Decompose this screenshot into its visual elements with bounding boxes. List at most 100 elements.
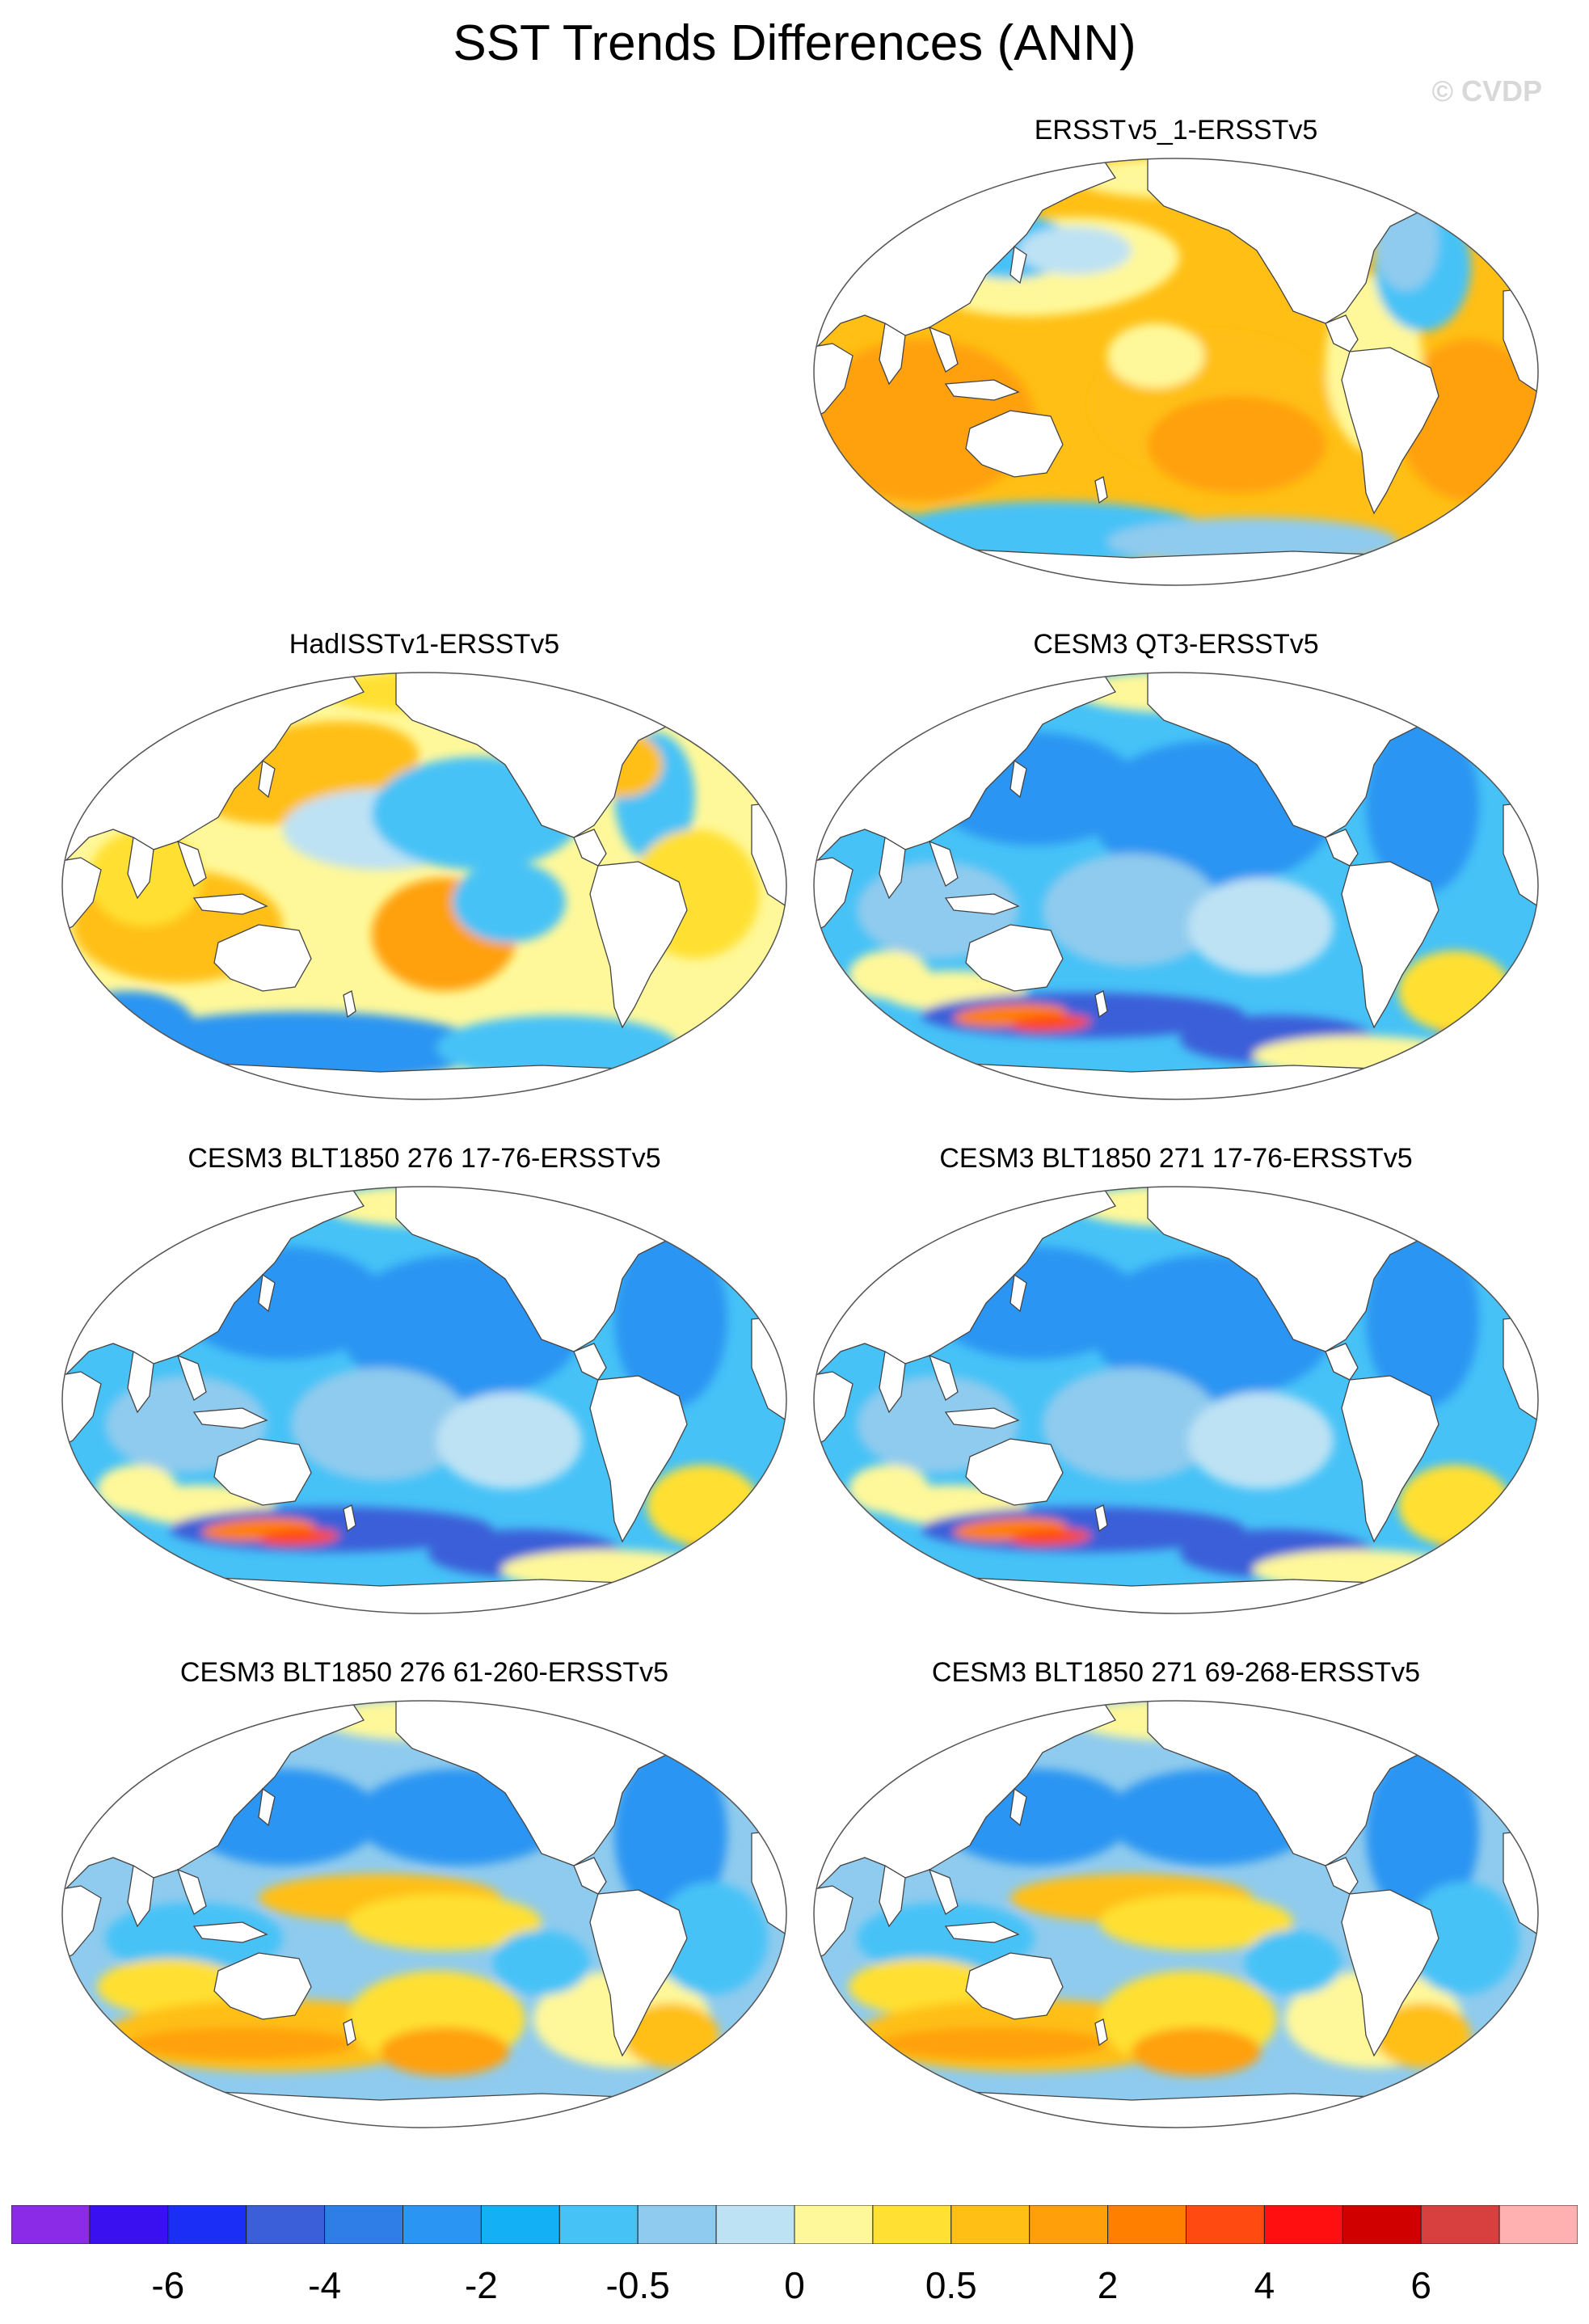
central-america-land	[1325, 1857, 1359, 1895]
cvdp-credit: © CVDP	[1431, 74, 1542, 108]
anomaly-region	[436, 1015, 679, 1080]
colorbar-swatch	[950, 2205, 1031, 2244]
anomaly-region	[291, 1368, 469, 1481]
australia-land	[965, 924, 1064, 992]
anomaly-region	[1043, 854, 1220, 967]
anomaly-region	[622, 2003, 719, 2068]
indochina-land	[928, 326, 959, 373]
colorbar	[11, 2205, 1578, 2244]
greenland-land	[1446, 158, 1512, 195]
panel-title: CESM3 QT3-ERSSTv5	[1033, 629, 1319, 660]
colorbar-tick-label: 2	[1097, 2264, 1119, 2306]
anomaly-region	[1188, 1392, 1334, 1489]
central-america-land	[1325, 829, 1359, 867]
new-zealand-land	[1094, 1504, 1108, 1533]
anomaly-region	[1148, 396, 1326, 493]
colorbar-tick-label: 0	[784, 2264, 805, 2306]
colorbar-swatch	[1498, 2205, 1578, 2244]
anomaly-region	[1132, 2027, 1261, 2076]
india-land	[879, 836, 906, 900]
india-land	[127, 1350, 154, 1414]
panel-title: CESM3 BLT1850 276 17-76-ERSSTv5	[188, 1143, 661, 1174]
africa-land	[814, 1885, 854, 1964]
map-boundary	[813, 1186, 1539, 1614]
indonesia-land	[944, 379, 1020, 401]
anomaly-region	[1366, 1744, 1479, 1922]
anomaly-region	[97, 1465, 178, 1513]
anomaly-region	[1107, 323, 1204, 388]
central-america-land	[573, 829, 607, 867]
colorbar-tick-label: 6	[1410, 2264, 1431, 2306]
india-land	[127, 1864, 154, 1928]
africa-land	[62, 1885, 102, 1964]
antarctica-land	[814, 2091, 1538, 2128]
indonesia-land	[192, 893, 268, 915]
australia-land	[213, 1438, 312, 1506]
anomaly-region	[436, 1392, 582, 1489]
indochina-land	[928, 1354, 959, 1401]
anomaly-region	[453, 862, 566, 943]
indonesia-land	[944, 1921, 1020, 1943]
anomaly-region	[348, 1894, 542, 1951]
colorbar-swatch	[480, 2205, 560, 2244]
new-zealand-land	[1094, 2018, 1108, 2047]
anomaly-region	[1010, 1529, 1091, 1546]
colorbar-swatch	[403, 2205, 482, 2244]
japan-land	[1009, 1787, 1027, 1827]
south-america-land	[589, 861, 688, 1029]
new-zealand-land	[343, 990, 356, 1019]
antarctica-land	[814, 1063, 1538, 1099]
anomaly-region	[849, 1465, 929, 1513]
colorbar-tick-label: 0.5	[925, 2264, 977, 2306]
new-zealand-land	[1094, 990, 1108, 1019]
new-zealand-land	[1094, 476, 1108, 504]
india-land	[127, 836, 154, 900]
indochina-land	[928, 840, 959, 887]
indochina-land	[176, 840, 207, 887]
anomaly-region	[1398, 951, 1511, 1031]
japan-land	[258, 1787, 276, 1827]
anomaly-region	[849, 1959, 994, 2015]
india-land	[879, 1864, 906, 1928]
colorbar-swatch	[1420, 2205, 1500, 2244]
south-america-land	[1341, 861, 1439, 1029]
new-zealand-land	[343, 1504, 356, 1533]
map-panel-cesm3-qt3: CESM3 QT3-ERSSTv5	[808, 629, 1544, 1146]
indochina-land	[928, 1868, 959, 1915]
anomaly-region	[814, 509, 938, 558]
map-panel-blt1850-276-17-76: CESM3 BLT1850 276 17-76-ERSSTv5	[57, 1143, 792, 1660]
anomaly-region	[259, 1529, 339, 1546]
map-boundary	[61, 672, 787, 1100]
panel-title: ERSST v5_1-ERSSTv5	[1034, 115, 1318, 146]
new-zealand-land	[343, 2018, 356, 2047]
central-america-land	[573, 1857, 607, 1895]
indonesia-land	[192, 1921, 268, 1943]
japan-land	[1009, 245, 1027, 285]
south-america-land	[1341, 1889, 1439, 2057]
map-panel-blt1850-276-61-260: CESM3 BLT1850 276 61-260-ERSSTv5	[57, 1657, 792, 2174]
colorbar-swatch	[167, 2205, 247, 2244]
anomaly-region	[1099, 1894, 1293, 1951]
australia-land	[213, 924, 312, 992]
world-map	[61, 1186, 787, 1614]
antarctica-land	[62, 1577, 786, 1613]
japan-land	[258, 1273, 276, 1313]
anomaly-region	[1366, 1230, 1479, 1408]
map-boundary	[61, 1186, 787, 1614]
anomaly-region	[647, 1465, 760, 1546]
map-boundary	[813, 158, 1539, 586]
antarctica-land	[62, 2091, 786, 2128]
indonesia-land	[944, 1407, 1020, 1429]
colorbar-swatch	[11, 2205, 91, 2244]
antarctica-land	[814, 549, 1538, 585]
africa-land	[62, 1371, 102, 1450]
colorbar-tick-label: 4	[1254, 2264, 1275, 2306]
colorbar-swatch	[872, 2205, 952, 2244]
anomaly-region	[1406, 1882, 1519, 1995]
panel-title: CESM3 BLT1850 271 17-76-ERSSTv5	[939, 1143, 1413, 1174]
anomaly-region	[380, 2027, 509, 2076]
central-america-land	[1325, 314, 1359, 352]
south-america-land	[589, 1375, 688, 1543]
world-map	[61, 1700, 787, 2128]
world-map	[61, 672, 787, 1100]
